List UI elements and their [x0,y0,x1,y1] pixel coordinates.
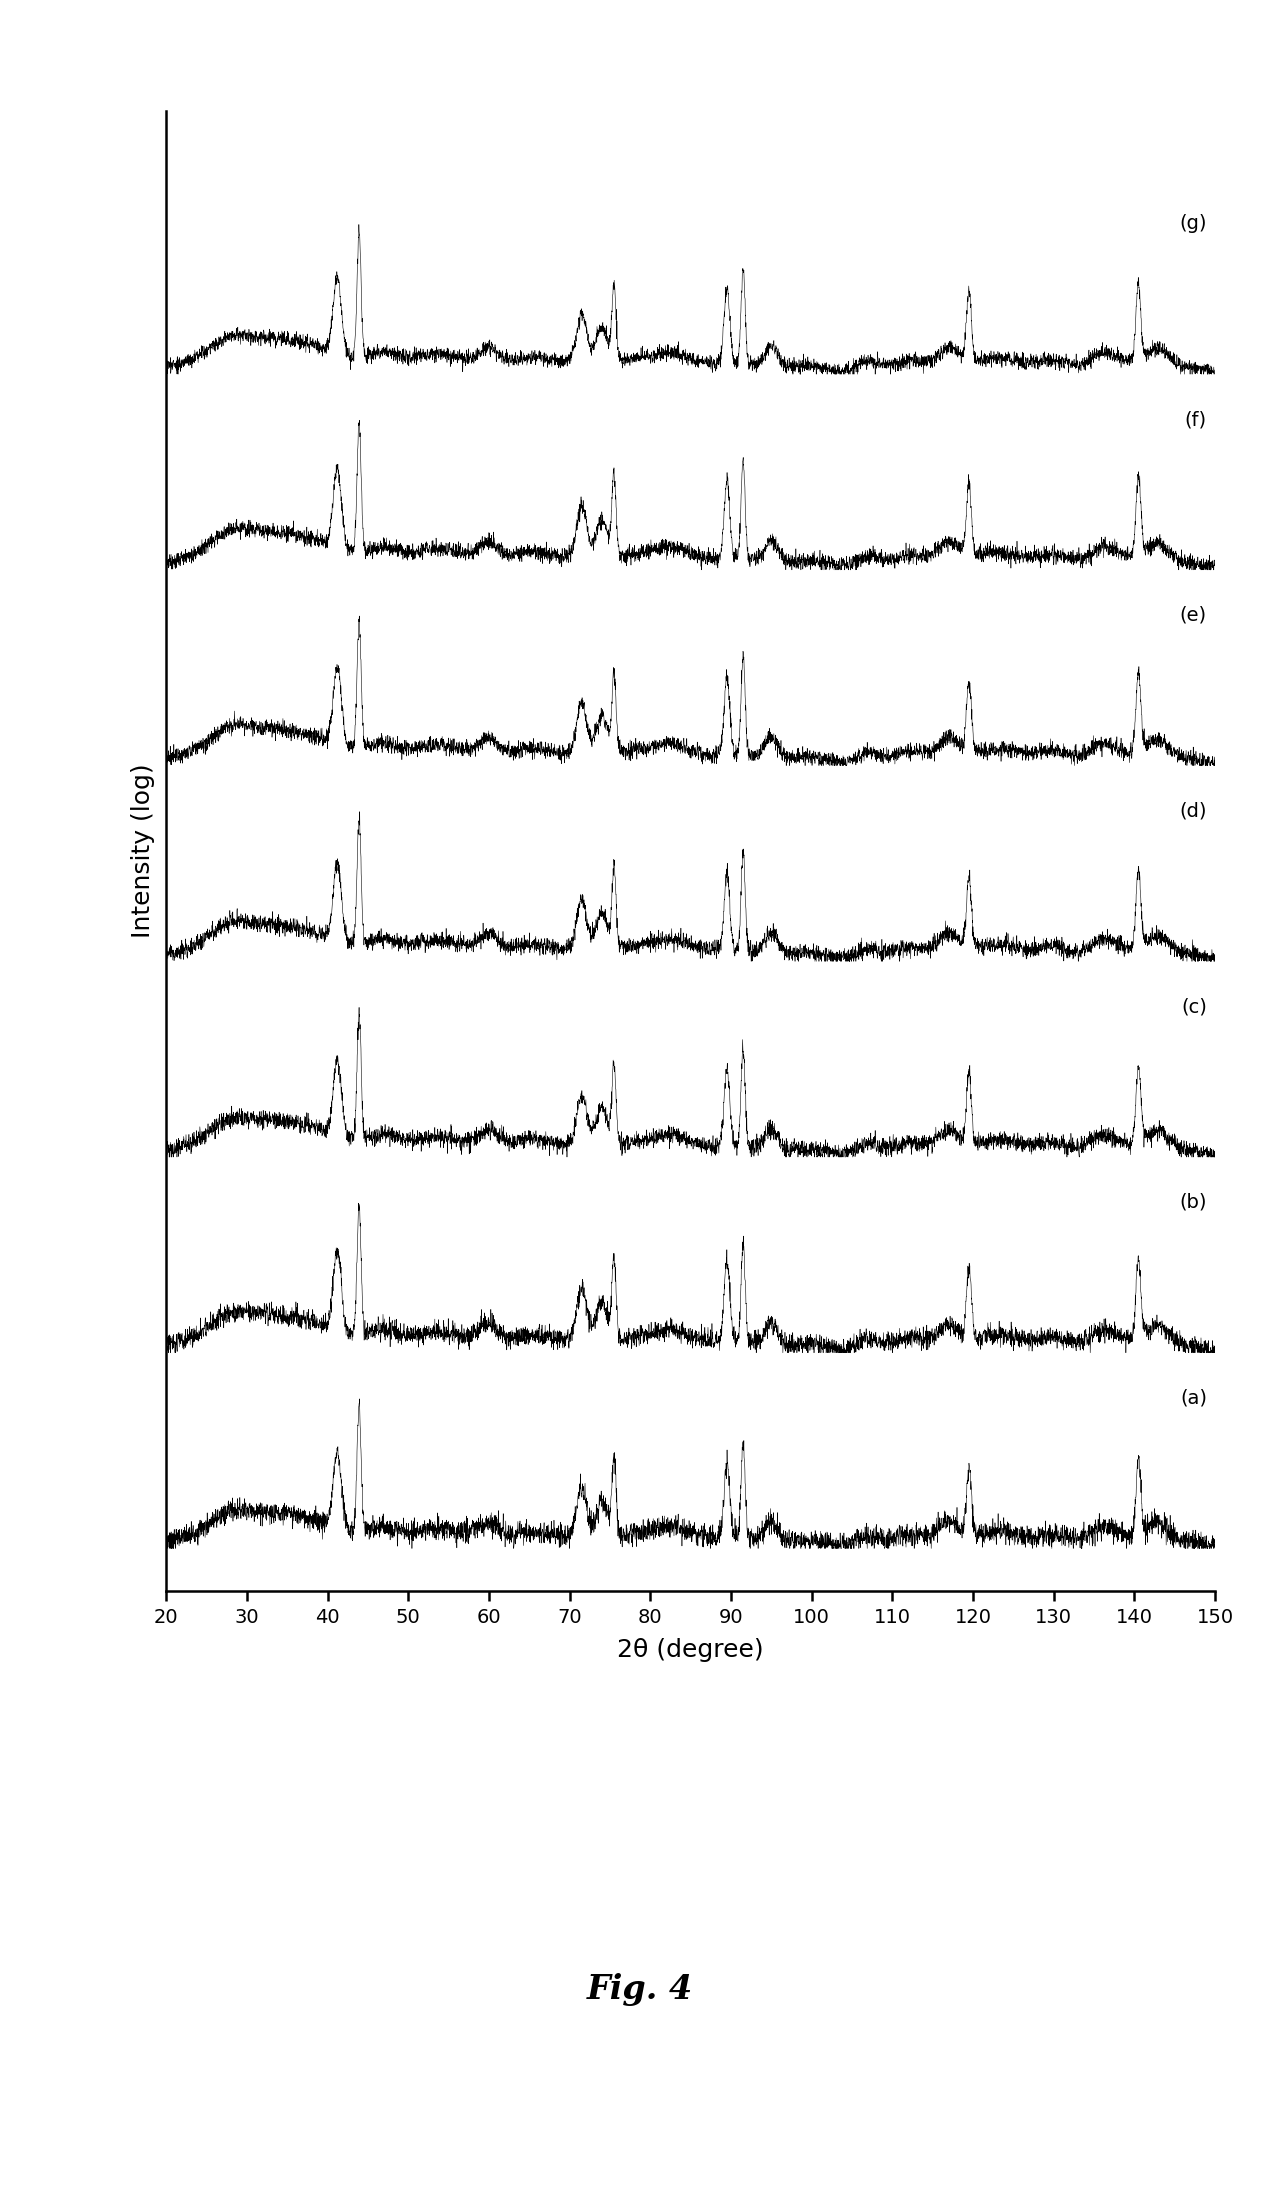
Text: Fig. 4: Fig. 4 [586,1974,693,2004]
Text: (b): (b) [1179,1193,1207,1211]
Y-axis label: Intensity (log): Intensity (log) [132,762,155,939]
X-axis label: 2θ (degree): 2θ (degree) [618,1638,764,1662]
Text: (e): (e) [1179,606,1207,625]
Text: (g): (g) [1179,214,1207,234]
Text: (d): (d) [1179,802,1207,820]
Text: (a): (a) [1181,1388,1207,1408]
Text: (c): (c) [1181,997,1207,1017]
Text: (f): (f) [1184,411,1207,429]
